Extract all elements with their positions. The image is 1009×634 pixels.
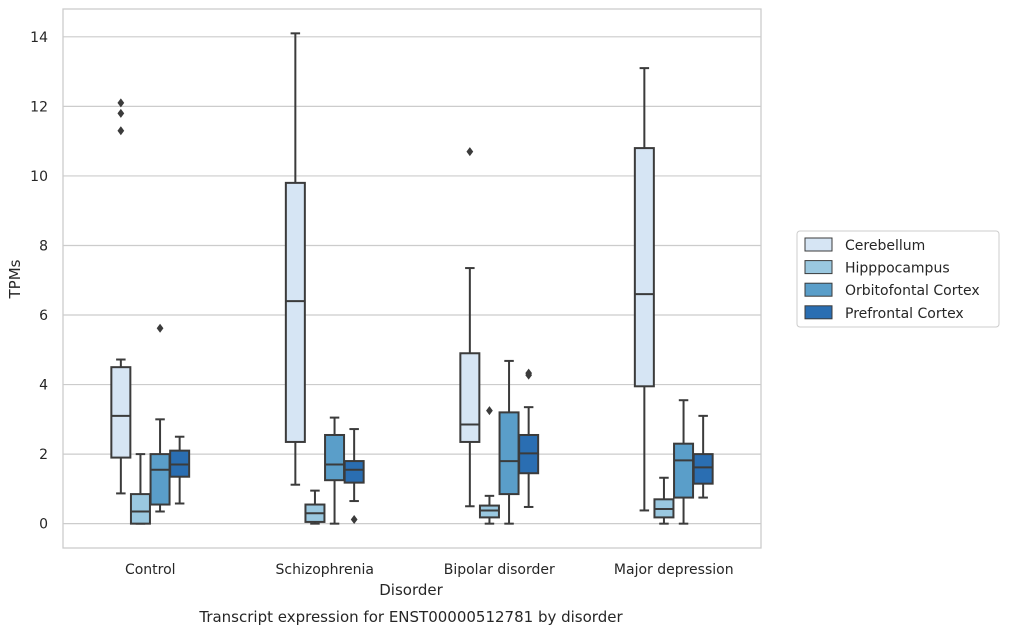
box-0-0 xyxy=(110,98,132,495)
box-2-2 xyxy=(498,359,520,525)
y-tick-label: 14 xyxy=(30,30,48,46)
box-0-3 xyxy=(169,435,191,505)
legend-label: Hipppocampus xyxy=(845,261,950,277)
box-iqr xyxy=(110,366,132,459)
x-tick-label: Control xyxy=(125,562,176,578)
box-1-3 xyxy=(343,428,365,524)
y-tick-label: 6 xyxy=(39,308,48,324)
y-tick-label: 4 xyxy=(39,378,48,394)
y-tick-label: 2 xyxy=(39,447,48,463)
plot-frame xyxy=(62,8,762,549)
box-3-3 xyxy=(692,414,714,499)
y-gridlines xyxy=(63,36,761,525)
y-tick-label: 8 xyxy=(39,238,48,254)
legend-label: Prefrontal Cortex xyxy=(845,306,964,322)
outlier-point xyxy=(486,406,493,416)
y-tick-label: 10 xyxy=(30,169,48,185)
box-iqr xyxy=(129,493,151,525)
legend-item: Cerebellum xyxy=(804,237,925,254)
box-1-1 xyxy=(304,489,326,525)
box-iqr xyxy=(324,433,346,482)
y-axis-ticks: 0 2 4 6 8 10 12 14 xyxy=(30,30,48,533)
x-axis-label: Disorder xyxy=(379,581,443,599)
box-iqr xyxy=(692,453,714,485)
box-0-1 xyxy=(129,453,151,525)
x-tick-label: Bipolar disorder xyxy=(444,562,555,578)
legend-item: Prefrontal Cortex xyxy=(804,305,964,322)
x-tick-label: Schizophrenia xyxy=(276,562,374,578)
box-iqr xyxy=(459,352,481,443)
outlier-point xyxy=(156,323,164,333)
box-3-1 xyxy=(653,476,675,525)
box-0-2 xyxy=(149,323,171,513)
outlier-point xyxy=(350,514,358,524)
box-iqr xyxy=(343,460,365,484)
y-tick-label: 12 xyxy=(30,99,48,115)
box-iqr xyxy=(633,147,655,388)
box-3-2 xyxy=(673,399,695,525)
y-tick-label: 0 xyxy=(39,517,48,533)
legend: Cerebellum Hipppocampus Orbitofontal Corte… xyxy=(796,230,1000,328)
legend-swatch xyxy=(804,305,833,320)
box-iqr xyxy=(149,453,171,506)
legend-label: Orbitofontal Cortex xyxy=(845,283,980,299)
legend-swatch xyxy=(804,282,833,297)
box-2-1 xyxy=(478,406,500,525)
outlier-point xyxy=(525,368,533,378)
legend-swatch xyxy=(804,260,833,275)
box-1-0 xyxy=(284,32,306,486)
box-2-0 xyxy=(459,147,481,508)
x-axis-ticks: Control Schizophrenia Bipolar disorder Majo… xyxy=(125,562,734,578)
outlier-point xyxy=(117,98,125,108)
outlier-point xyxy=(117,126,125,136)
box-1-2 xyxy=(324,416,346,525)
box-iqr xyxy=(478,504,500,519)
box-iqr xyxy=(498,411,520,496)
box-iqr xyxy=(284,181,306,443)
box-3-0 xyxy=(633,67,655,512)
box-iqr xyxy=(673,442,695,499)
chart-caption: Transcript expression for ENST0000051278… xyxy=(198,608,623,626)
outlier-point xyxy=(117,108,125,118)
legend-frame xyxy=(796,230,1000,328)
box-plot-marks xyxy=(110,32,714,525)
legend-swatch xyxy=(804,237,833,252)
box-2-3 xyxy=(518,368,540,508)
legend-item: Orbitofontal Cortex xyxy=(804,282,980,299)
outlier-point xyxy=(466,147,474,157)
legend-item: Hipppocampus xyxy=(804,260,950,277)
y-axis-label: TPMs xyxy=(6,259,24,299)
x-tick-label: Major depression xyxy=(614,562,734,578)
legend-label: Cerebellum xyxy=(845,238,925,254)
